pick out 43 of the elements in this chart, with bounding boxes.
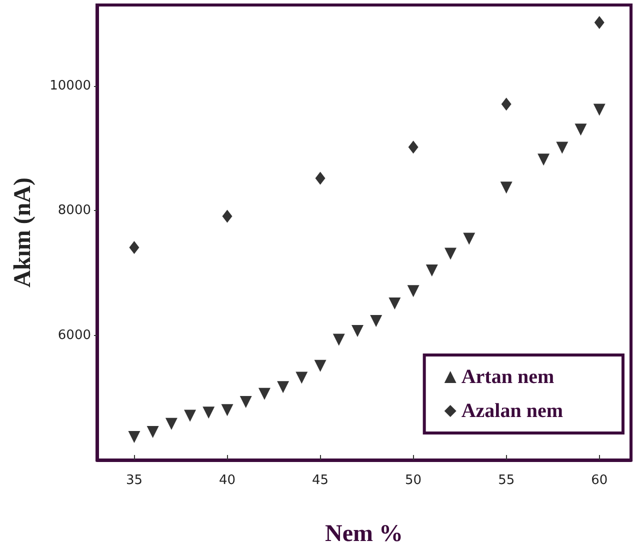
- point: [165, 418, 178, 430]
- point: [408, 140, 418, 154]
- point: [444, 248, 457, 260]
- point: [184, 410, 196, 422]
- x-tick-label: 60: [591, 473, 608, 488]
- point: [426, 264, 438, 277]
- point: [407, 285, 420, 298]
- point: [574, 124, 587, 136]
- point: [370, 315, 382, 328]
- x-tick-label: 45: [312, 473, 329, 488]
- point: [146, 426, 159, 438]
- point: [315, 172, 326, 185]
- point: [240, 396, 252, 408]
- point: [222, 210, 232, 223]
- legend-label: Artan nem: [461, 366, 554, 388]
- y-axis-title: Akım (nA): [10, 177, 36, 288]
- point: [202, 406, 215, 419]
- point: [388, 298, 401, 310]
- point: [463, 232, 476, 245]
- y-tick-label: 8000: [58, 203, 91, 218]
- point: [277, 381, 290, 394]
- point: [258, 388, 270, 400]
- point: [332, 334, 345, 346]
- x-axis-title: Nem %: [325, 521, 403, 547]
- x-tick-label: 55: [498, 473, 515, 488]
- y-tick-label: 6000: [58, 328, 91, 343]
- point: [501, 98, 512, 111]
- point: [351, 324, 364, 337]
- point: [594, 16, 604, 29]
- x-tick-label: 40: [218, 473, 236, 488]
- point: [556, 142, 568, 154]
- point: [129, 240, 140, 254]
- point: [500, 182, 512, 194]
- y-tick-label: 10000: [50, 78, 91, 94]
- point: [314, 360, 326, 372]
- point: [538, 154, 550, 166]
- point: [221, 404, 234, 416]
- point: [593, 104, 606, 116]
- x-tick-label: 35: [126, 473, 142, 488]
- point: [296, 372, 308, 384]
- point: [128, 430, 140, 443]
- legend-label: Azalan nem: [461, 400, 564, 422]
- x-tick-label: 50: [405, 473, 422, 488]
